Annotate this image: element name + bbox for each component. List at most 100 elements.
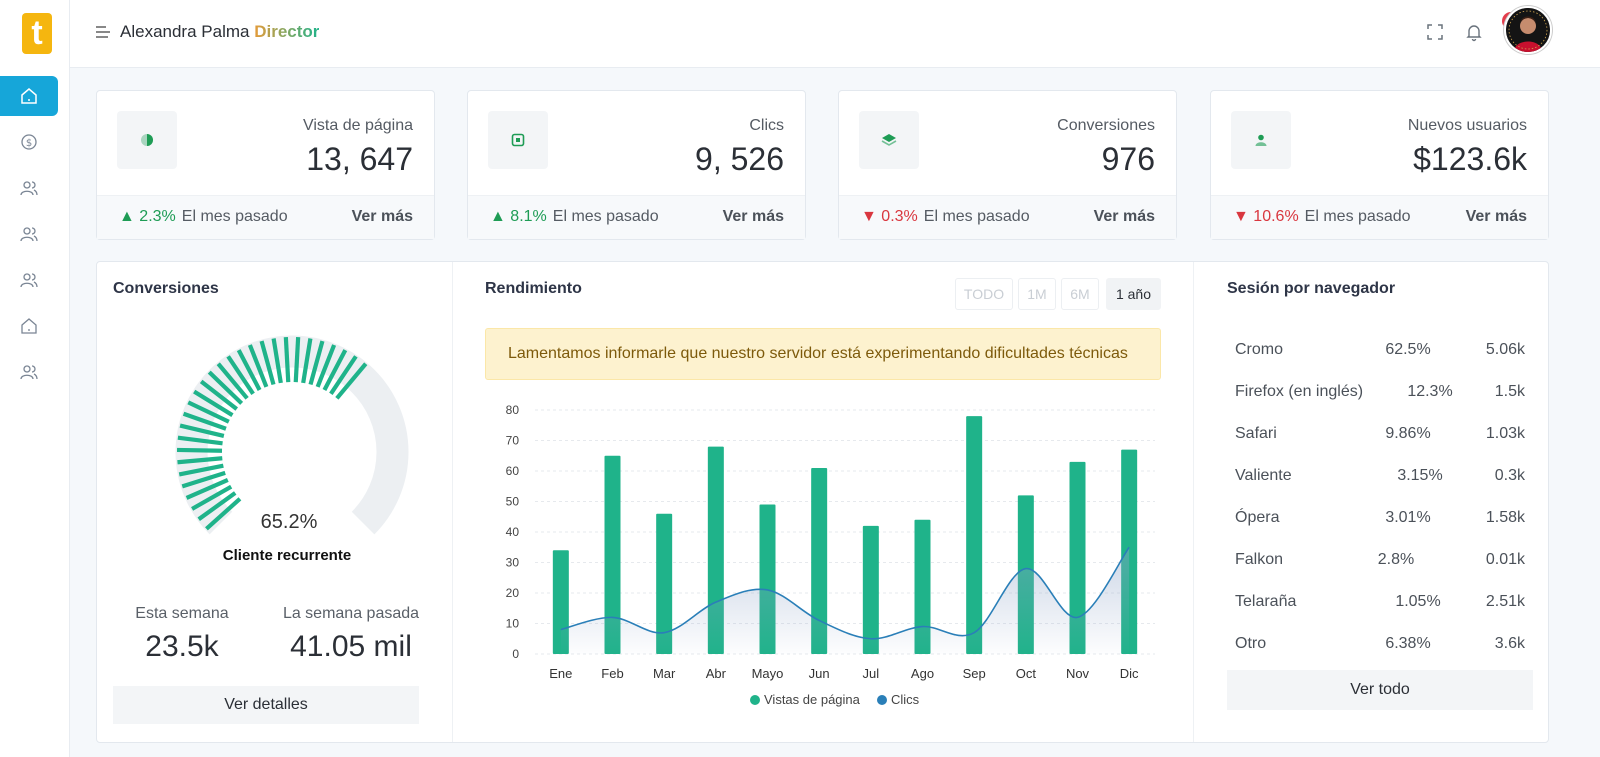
view-details-button[interactable]: Ver detalles (113, 686, 419, 724)
browser-name: Safari (1235, 425, 1277, 442)
gauge-track (175, 335, 409, 535)
gauge-caption: Cliente recurrente (222, 547, 352, 564)
users-icon (20, 227, 38, 242)
trend-up-icon: ▲ (119, 208, 135, 225)
gauge-tick (216, 362, 249, 400)
legend-marker (750, 695, 760, 705)
sidebar-item-contacts[interactable] (0, 352, 58, 392)
see-more-link[interactable]: Ver más (1093, 208, 1155, 225)
home-icon (21, 88, 37, 104)
browser-name: Firefox (en inglés) (1235, 383, 1364, 400)
table-row: Telaraña 1.05% 2.51k (1235, 593, 1525, 619)
legend-marker (877, 695, 887, 705)
trend-value: 10.6% (1253, 208, 1299, 225)
y-tick-label: 80 (506, 403, 520, 417)
view-all-button[interactable]: Ver todo (1227, 670, 1533, 710)
trend-up-icon: ▲ (490, 208, 506, 225)
gauge-tick (199, 379, 239, 411)
stat-value: 976 (1101, 141, 1155, 177)
gauge-tick (181, 470, 226, 489)
sidebar-item-home[interactable] (0, 76, 58, 116)
conversions-title: Conversiones (113, 280, 219, 297)
main-panel: Conversiones 65.2% Cliente recurrente Es… (96, 261, 1549, 743)
gauge-tick (182, 411, 227, 431)
gauge-tick (283, 337, 291, 383)
gauge-tick (207, 370, 244, 405)
bar (811, 467, 828, 654)
chip-icon (511, 133, 525, 147)
gauge-tick (178, 463, 224, 477)
gauge-tick (335, 362, 368, 400)
trend-down-icon: ▼ (1233, 208, 1249, 225)
browser-percent: 3.15% (1397, 467, 1443, 484)
y-tick-label: 20 (506, 586, 520, 600)
gauge-tick (177, 435, 223, 446)
user-role: Director (254, 22, 320, 41)
gauge-tick (205, 497, 242, 531)
see-more-link[interactable]: Ver más (351, 208, 413, 225)
pie-icon (141, 134, 153, 146)
last-week-value: 41.05 mil (290, 630, 412, 663)
browser-percent: 62.5% (1385, 341, 1431, 358)
range-6m-button[interactable]: 6M (1061, 278, 1099, 310)
stat-value: $123.6k (1413, 141, 1527, 177)
clicks-area (560, 547, 1130, 654)
users-icon (20, 273, 38, 288)
users-icon (20, 181, 38, 196)
stat-label: Vista de página (302, 117, 413, 134)
x-tick-label: Jul (863, 666, 880, 681)
browser-percent: 6.38% (1385, 635, 1431, 652)
range-all-button[interactable]: TODO (955, 278, 1013, 310)
x-tick-label: Dic (1120, 666, 1139, 681)
bar (656, 513, 673, 654)
app-logo[interactable]: t (22, 13, 52, 54)
range-1m-button[interactable]: 1M (1018, 278, 1056, 310)
sidebar-item-payments[interactable]: $ (0, 122, 58, 162)
trend-value: 0.3% (881, 208, 918, 225)
avatar[interactable] (1504, 6, 1552, 54)
home-icon (21, 318, 37, 334)
browser-name: Falkon (1235, 551, 1284, 568)
bar (862, 525, 879, 654)
fullscreen-icon[interactable] (1425, 22, 1445, 42)
table-row: Firefox (en inglés) 12.3% 1.5k (1235, 383, 1525, 409)
users-icon-box (1231, 111, 1291, 169)
menu-icon[interactable] (96, 25, 110, 39)
last-week-label: La semana pasada (282, 605, 420, 622)
y-tick-label: 50 (506, 495, 520, 509)
range-1y-button[interactable]: 1 año (1106, 278, 1161, 310)
gauge-tick (293, 337, 301, 383)
gauge-tick (322, 349, 348, 391)
sidebar-item-dashboard[interactable] (0, 306, 58, 346)
gauge-tick (179, 423, 225, 438)
see-more-link[interactable]: Ver más (1465, 208, 1527, 225)
sidebar-item-team[interactable] (0, 214, 58, 254)
users-icon (20, 365, 38, 380)
gauge-tick (259, 340, 276, 386)
x-tick-label: Mar (653, 666, 676, 681)
sidebar-item-clients[interactable] (0, 260, 58, 300)
table-row: Falkon 2.8% 0.01k (1235, 551, 1525, 577)
trend-value: 8.1% (510, 208, 547, 225)
trend-period: El mes pasado (923, 208, 1030, 225)
page-title: Alexandra Palma Director (120, 22, 319, 42)
x-tick-label: Jun (809, 666, 830, 681)
sidebar-item-users[interactable] (0, 168, 58, 208)
x-tick-label: Ene (549, 666, 572, 681)
gauge-tick (308, 340, 325, 386)
trend-down-icon: ▼ (861, 208, 877, 225)
stat-card-new-users: Nuevos usuarios $123.6k ▼ 10.6% El mes pa… (1210, 90, 1549, 240)
user-name: Alexandra Palma (120, 22, 250, 41)
bell-icon[interactable] (1464, 22, 1484, 42)
top-header: Alexandra Palma Director 3 (70, 0, 1600, 68)
y-tick-label: 30 (506, 556, 520, 570)
gauge-tick (271, 338, 283, 384)
bar (914, 519, 931, 654)
see-more-link[interactable]: Ver más (722, 208, 784, 225)
gauge-tick (329, 355, 358, 395)
y-tick-label: 0 (512, 647, 519, 661)
browser-count: 0.3k (1494, 467, 1525, 484)
sidebar: t $ (0, 0, 70, 757)
x-tick-label: Abr (706, 666, 727, 681)
this-week-value: 23.5k (145, 630, 219, 663)
